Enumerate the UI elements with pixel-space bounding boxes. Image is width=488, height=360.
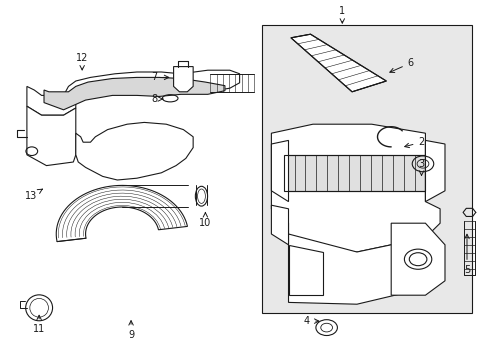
Text: 2: 2 (404, 137, 424, 148)
Text: 6: 6 (389, 58, 413, 72)
Polygon shape (390, 223, 444, 295)
Polygon shape (288, 245, 322, 295)
Text: 8: 8 (151, 94, 163, 104)
Text: 13: 13 (24, 189, 42, 201)
Text: 9: 9 (128, 321, 134, 340)
Polygon shape (271, 205, 288, 245)
Polygon shape (27, 106, 76, 166)
Polygon shape (44, 77, 224, 110)
Text: 12: 12 (76, 53, 88, 70)
Polygon shape (56, 185, 187, 242)
Text: 5: 5 (463, 234, 469, 275)
Text: 3: 3 (418, 159, 424, 175)
Text: 4: 4 (304, 316, 318, 326)
Bar (261, 25, 471, 313)
Polygon shape (27, 70, 239, 115)
Text: 1: 1 (339, 6, 345, 23)
Polygon shape (288, 234, 425, 304)
Polygon shape (290, 34, 386, 92)
Text: 11: 11 (33, 315, 45, 334)
Polygon shape (271, 140, 288, 202)
Text: 7: 7 (151, 72, 168, 82)
Polygon shape (76, 122, 193, 180)
Polygon shape (271, 124, 439, 252)
Polygon shape (173, 67, 193, 92)
Polygon shape (425, 140, 444, 202)
Text: 10: 10 (199, 212, 211, 228)
Polygon shape (283, 155, 425, 191)
